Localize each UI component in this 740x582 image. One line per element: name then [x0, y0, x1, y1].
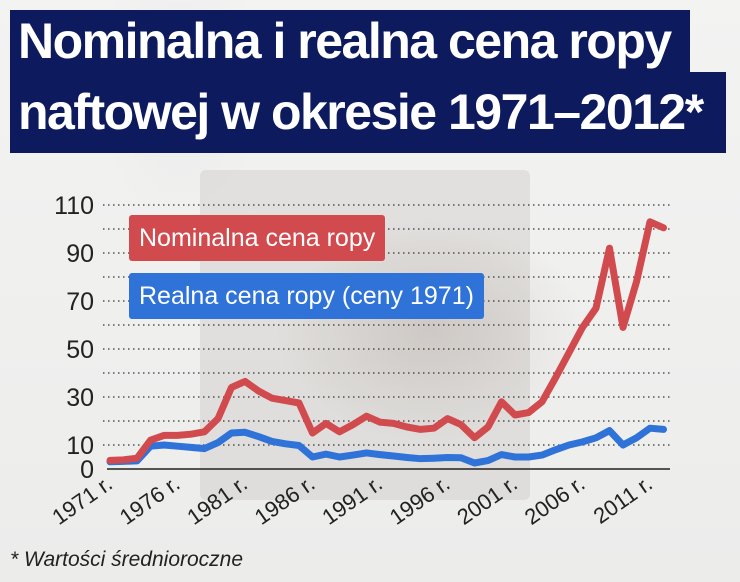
title-line-1: Nominalna i realna cena ropy: [10, 10, 690, 72]
series-line: [106, 424, 667, 467]
y-tick-label: 0: [80, 456, 94, 484]
x-tick-label: 1976 r.: [115, 471, 184, 530]
x-tick-label: 2006 r.: [520, 471, 589, 530]
x-tick-label: 1991 r.: [317, 471, 386, 530]
series-line: [106, 218, 667, 464]
x-tick-label: 1981 r.: [182, 471, 251, 530]
footnote: * Wartości średnioroczne: [10, 548, 244, 571]
y-tick-label: 30: [66, 384, 94, 412]
x-tick-label: 2011 r.: [589, 471, 657, 529]
y-tick-label: 70: [66, 288, 94, 316]
legend-real: Realna cena ropy (ceny 1971): [129, 273, 484, 319]
y-tick-label: 50: [66, 336, 94, 364]
x-tick-label: 2001 r.: [452, 471, 521, 530]
y-tick-label: 90: [66, 240, 94, 268]
x-tick-label: 1986 r.: [250, 471, 319, 530]
y-tick-label: 110: [54, 192, 94, 220]
x-tick-label: 1996 r.: [385, 471, 454, 530]
legend-nominal: Nominalna cena ropy: [129, 215, 386, 261]
title-line-2: naftowej w okresie 1971–2012*: [10, 72, 726, 153]
y-tick-label: 10: [66, 432, 94, 460]
